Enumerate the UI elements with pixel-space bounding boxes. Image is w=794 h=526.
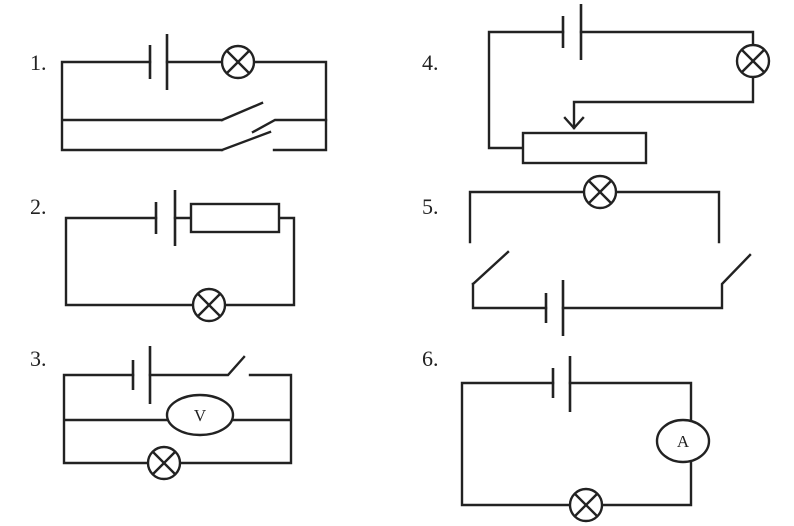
lamp-icon [146, 445, 182, 481]
circuit-1-number: 1. [30, 50, 47, 75]
circuit-6-number: 6. [422, 346, 439, 371]
voltmeter-icon: V [165, 393, 235, 437]
circuit-1-wires [60, 60, 328, 152]
ammeter-icon: A [655, 418, 711, 464]
lamp-icon [582, 174, 618, 210]
circuit-1: 1. [30, 34, 328, 152]
circuit-4-wires [487, 30, 755, 150]
voltmeter-label: V [194, 406, 207, 425]
circuit-1-wires-top [165, 60, 328, 122]
circuit-3: 3. V [30, 346, 293, 481]
battery-icon [544, 280, 565, 336]
circuit-4: 4. [422, 4, 771, 165]
resistor-icon [189, 202, 281, 234]
battery-icon [131, 346, 152, 404]
battery-icon [154, 190, 177, 246]
rheostat-icon [521, 116, 648, 165]
circuit-2: 2. [30, 190, 296, 323]
battery-icon [148, 34, 169, 90]
circuit-2-number: 2. [30, 194, 47, 219]
circuit-5-number: 5. [422, 194, 439, 219]
circuit-3-wires [62, 355, 293, 465]
battery-icon [551, 356, 572, 412]
battery-icon [561, 4, 583, 60]
circuit-6: 6. A [422, 346, 711, 523]
circuit-3-number: 3. [30, 346, 47, 371]
circuit-4-number: 4. [422, 50, 439, 75]
lamp-icon [191, 287, 227, 323]
circuit-5: 5. [422, 174, 752, 336]
ammeter-label: A [677, 432, 690, 451]
circuit-5-wires [468, 190, 752, 310]
lamp-icon [568, 487, 604, 523]
circuit-6-wires [460, 381, 693, 507]
lamp-icon [735, 43, 771, 79]
circuit-2-wires [64, 216, 296, 307]
lamp-icon [220, 44, 256, 80]
